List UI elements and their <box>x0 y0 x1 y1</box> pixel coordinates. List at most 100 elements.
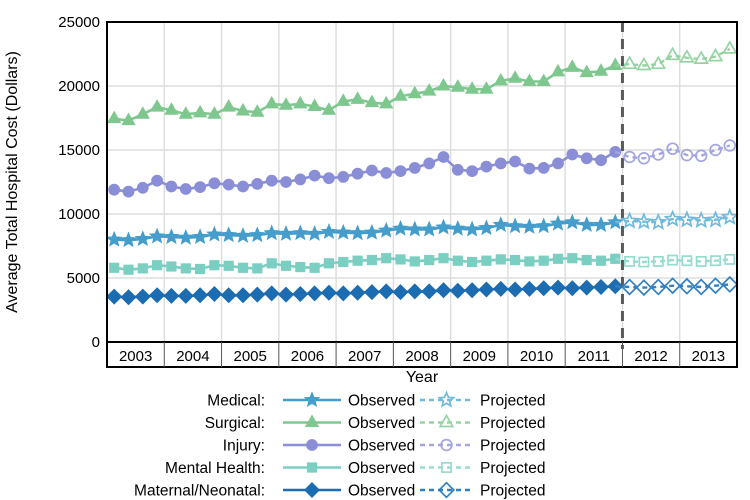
circle-marker-open <box>709 143 722 157</box>
star-marker-filled <box>449 219 467 236</box>
star-marker-open <box>620 211 639 229</box>
triangle-marker-open <box>693 50 709 64</box>
triangle-marker-filled <box>278 97 294 110</box>
diamond-marker-open <box>621 278 639 296</box>
legend-square-marker-filled <box>306 462 318 473</box>
series-medical-projected <box>615 207 739 231</box>
circle-marker-open <box>723 139 737 152</box>
triangle-marker-open <box>707 47 724 62</box>
square-marker-filled <box>295 262 306 273</box>
diamond-marker-filled <box>549 279 567 296</box>
triangle-marker-open <box>621 55 638 70</box>
diamond-marker-filled <box>277 286 295 303</box>
square-marker-open <box>724 253 736 265</box>
legend-row-maternal-neonatal: Maternal/Neonatal: Observed Projected <box>134 481 545 500</box>
legend-series-label: Mental Health: <box>165 460 265 477</box>
square-marker-filled <box>280 260 292 271</box>
legend-series-label: Maternal/Neonatal: <box>134 483 265 500</box>
star-marker-filled <box>564 213 581 230</box>
square-marker-filled <box>395 254 406 265</box>
diamond-marker-filled <box>163 287 180 304</box>
circle-marker-filled <box>451 163 464 176</box>
legend-projected-label: Projected <box>480 460 545 477</box>
square-marker-open <box>681 255 693 267</box>
triangle-marker-filled <box>450 79 465 92</box>
square-marker-filled <box>495 254 506 265</box>
triangle-marker-filled <box>207 106 222 119</box>
star-marker-filled <box>306 225 323 241</box>
triangle-marker-filled <box>507 70 523 83</box>
x-tick-label: 2011 <box>578 348 610 365</box>
star-marker-filled <box>363 223 381 240</box>
series-maternal-neonatal-observed <box>106 278 624 306</box>
legend-circle-marker-filled <box>306 439 318 451</box>
star-marker-filled <box>592 216 610 232</box>
y-tick-label: 5000 <box>67 270 100 287</box>
diamond-marker-open <box>664 277 682 295</box>
circle-marker-filled <box>136 181 149 194</box>
triangle-marker-filled <box>164 102 179 115</box>
diamond-marker-open <box>706 277 725 295</box>
square-marker-open <box>638 256 650 268</box>
square-marker-filled <box>166 261 177 272</box>
legend-row-mental-health: Mental Health: Observed Projected <box>165 460 545 477</box>
legend-triangle-marker-filled <box>304 414 320 427</box>
circle-marker-filled <box>251 178 264 190</box>
legend-observed-label: Observed <box>348 460 415 477</box>
diamond-marker-filled <box>435 282 452 299</box>
projected-line <box>615 283 730 289</box>
axes-frame <box>106 21 738 368</box>
star-marker-filled <box>377 221 395 238</box>
star-marker-filled <box>435 218 452 235</box>
triangle-marker-filled <box>565 59 580 72</box>
projected-line <box>615 257 730 264</box>
square-marker-filled <box>109 262 120 273</box>
y-tick-labels: 0 5000 10000 15000 20000 25000 <box>58 14 100 351</box>
circle-marker-filled <box>308 169 321 182</box>
series-injury-observed <box>108 146 622 198</box>
star-marker-filled <box>335 223 352 240</box>
triangle-marker-filled <box>522 73 537 86</box>
square-marker-filled <box>567 253 578 264</box>
circle-marker-filled <box>122 185 135 198</box>
square-marker-filled <box>481 255 492 266</box>
diamond-marker-open <box>721 275 739 293</box>
diamond-marker-filled <box>507 281 524 298</box>
star-marker-open <box>692 210 711 229</box>
circle-marker-filled <box>179 183 192 195</box>
legend-observed-label: Observed <box>348 438 415 455</box>
star-marker-filled <box>578 216 595 232</box>
diamond-marker-filled <box>363 284 380 301</box>
star-marker-filled <box>406 220 424 237</box>
star-marker-filled <box>220 226 237 243</box>
y-tick-label: 25000 <box>58 14 100 31</box>
triangle-marker-filled <box>493 72 508 86</box>
circle-marker-filled <box>265 174 278 187</box>
star-marker-filled <box>535 217 552 234</box>
star-marker-filled <box>120 231 137 248</box>
x-axis-title: Year <box>406 369 439 386</box>
triangle-marker-filled <box>379 95 394 109</box>
diamond-marker-filled <box>464 282 481 299</box>
star-marker-filled <box>492 216 510 232</box>
square-marker-filled <box>552 253 564 264</box>
circle-marker-filled <box>294 173 307 186</box>
star-marker-filled <box>320 223 338 239</box>
x-tick-label: 2009 <box>463 348 496 365</box>
triangle-marker-open <box>722 40 738 54</box>
diamond-marker-filled <box>234 287 252 304</box>
star-marker-open <box>649 212 668 231</box>
legend-diamond-marker-filled <box>303 481 321 499</box>
x-tick-label: 2003 <box>119 348 152 365</box>
triangle-marker-filled <box>293 95 308 109</box>
triangle-marker-open <box>664 46 681 61</box>
star-marker-filled <box>277 225 295 241</box>
circle-marker-filled <box>480 160 493 173</box>
circle-marker-filled <box>423 157 436 170</box>
circle-marker-filled <box>609 146 622 158</box>
x-tick-label: 2013 <box>692 348 725 365</box>
diamond-marker-open <box>635 279 653 297</box>
star-marker-filled <box>148 227 166 244</box>
square-marker-filled <box>366 255 377 266</box>
